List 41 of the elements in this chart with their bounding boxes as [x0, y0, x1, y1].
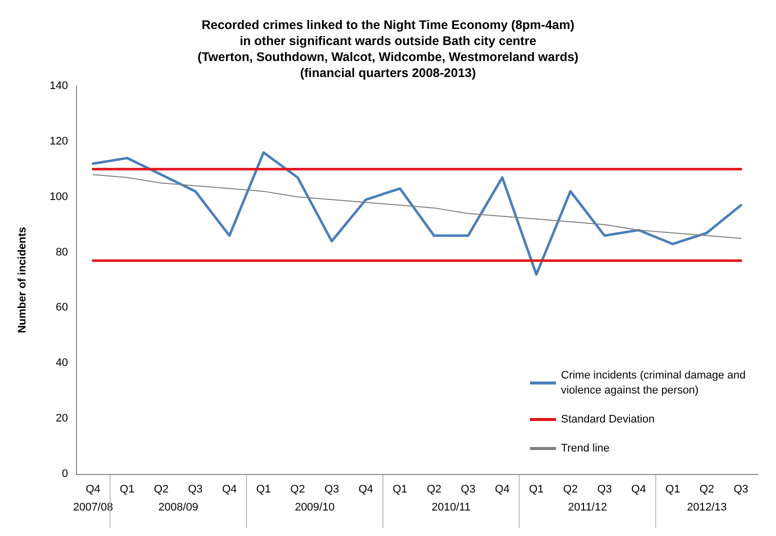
y-tick-label: 120: [50, 135, 68, 148]
y-axis-title: Number of incidents: [16, 226, 28, 334]
text: 2011/12: [568, 502, 607, 514]
x-tick-label: Q3: [188, 484, 203, 496]
x-tick-label: Q2: [154, 484, 169, 496]
x-tick-label: Q2: [290, 484, 305, 496]
text: 2009/10: [294, 502, 335, 514]
chart-title: Recorded crimes linked to the Night Time Economy (8pm-4am) in other significant wards outside Bath city centre (Twerton, Southdown, Walcot, Widcombe, Westmoreland wards) (financial quarters 2008-2013): [198, 18, 578, 80]
x-tick-label: Q3: [324, 484, 340, 496]
text: 2010/11: [432, 502, 471, 514]
x-tick-label: Q1: [120, 484, 134, 496]
legend-label: Standard Deviation: [561, 414, 655, 426]
x-tick-label: Q4: [631, 484, 646, 496]
y-tick-label: 20: [56, 412, 68, 425]
x-tick-label: Q4: [222, 484, 237, 496]
x-tick-label: Q1: [256, 484, 271, 496]
x-tick-label: Q3: [734, 484, 748, 496]
text: 2012/13: [686, 502, 727, 514]
x-tick-label: Q1: [665, 484, 680, 496]
y-tick-label: 80: [56, 246, 68, 258]
legend-label: Crime incidents (criminal damage and violence against the person): [561, 370, 749, 396]
y-tick-label: 0: [62, 468, 68, 480]
x-tick-label: Q4: [494, 484, 510, 496]
x-tick-label: Q3: [460, 484, 476, 496]
legend-label: Trend line: [561, 442, 610, 454]
x-tick-label: Q1: [529, 484, 544, 496]
y-tick-label: 100: [50, 190, 68, 203]
x-tick-label: Q1: [392, 484, 408, 496]
x-tick-label: Q2: [700, 484, 714, 496]
line-series: [92, 174, 742, 239]
text: 2007/08: [73, 502, 113, 514]
line-series: [92, 151, 742, 276]
x-tick-label: Q4: [358, 484, 374, 496]
y-tick-label: 60: [56, 302, 68, 314]
x-tick-label: Q3: [597, 484, 612, 496]
y-tick-label: 140: [50, 80, 68, 92]
y-tick-label: 40: [56, 357, 68, 370]
x-tick-label: Q2: [563, 484, 578, 496]
x-tick-label: Q2: [426, 484, 442, 496]
x-tick-label: Q4: [86, 484, 100, 496]
text: 2008/09: [158, 502, 198, 514]
